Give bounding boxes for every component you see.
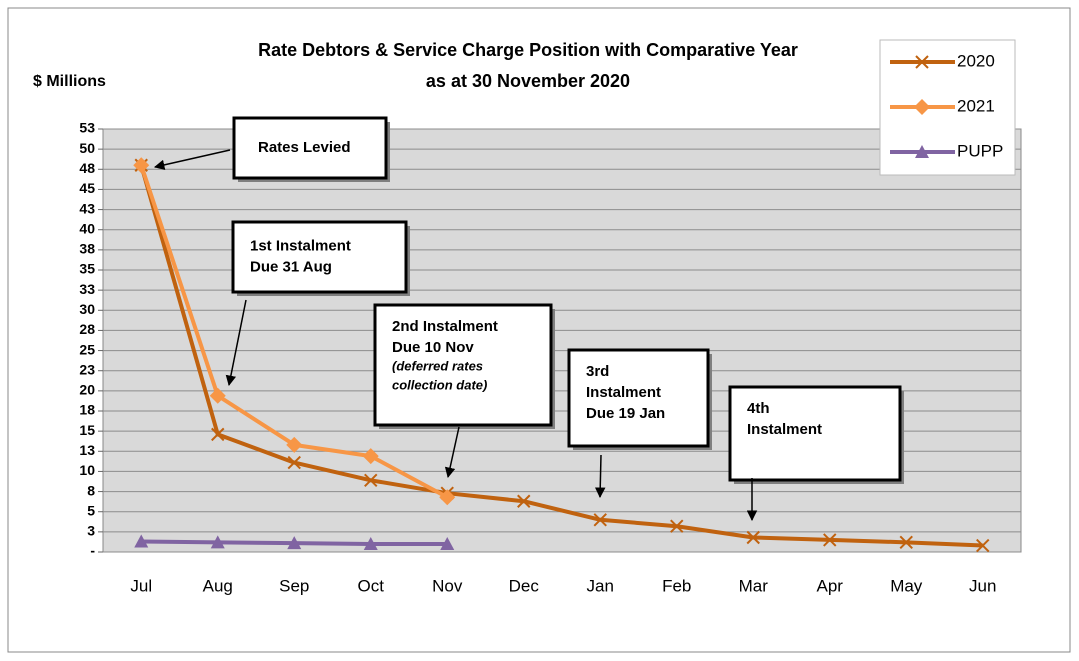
plot-area — [102, 128, 1022, 553]
legend-label: PUPP — [957, 141, 1003, 160]
y-tick-label: 43 — [79, 200, 95, 216]
annotation-arrow — [594, 454, 606, 499]
y-tick-label: 3 — [87, 523, 95, 539]
marker — [134, 534, 149, 548]
annotation-text: Instalment — [747, 421, 822, 438]
x-tick-label: Jan — [587, 576, 614, 595]
x-tick-label: Dec — [509, 576, 540, 595]
y-tick-label: 18 — [79, 402, 95, 418]
annotation-arrow — [444, 426, 460, 479]
marker — [593, 513, 607, 527]
marker — [211, 427, 225, 442]
marker — [364, 473, 378, 487]
annotation-text: Rates Levied — [258, 139, 351, 156]
annotation-arrow — [225, 299, 247, 387]
marker — [287, 536, 302, 550]
y-tick-label: 5 — [87, 502, 95, 518]
annotation-box — [373, 303, 553, 427]
marker — [746, 530, 760, 545]
x-tick-label: Mar — [739, 576, 769, 595]
y-tick-label: 40 — [79, 220, 95, 236]
y-tick-label: 53 — [79, 120, 95, 136]
annotation-arrow — [153, 149, 231, 171]
y-tick-label: 13 — [79, 442, 95, 458]
annotation-box — [567, 348, 710, 448]
marker — [823, 533, 837, 547]
y-tick-label: 45 — [79, 180, 95, 196]
chart-subtitle: as at 30 November 2020 — [426, 71, 630, 91]
legend-marker — [915, 55, 929, 69]
annotation-box — [728, 385, 902, 482]
marker — [363, 536, 378, 550]
marker — [439, 489, 456, 506]
y-tick-label: - — [90, 543, 95, 559]
annotation-note: (deferred rates — [392, 358, 483, 373]
x-tick-label: May — [890, 576, 923, 595]
y-tick-label: 48 — [79, 160, 95, 176]
y-axis-label: $ Millions — [33, 73, 106, 90]
annotation-text: 3rd — [586, 363, 609, 380]
y-tick-label: 8 — [87, 482, 95, 498]
annotation-box — [232, 116, 388, 180]
marker — [976, 538, 990, 553]
legend-marker — [915, 145, 929, 158]
marker — [133, 157, 150, 174]
legend-label: 2020 — [957, 51, 995, 70]
y-tick-label: 10 — [79, 462, 95, 478]
marker — [517, 494, 531, 508]
annotation-text: Due 10 Nov — [392, 339, 474, 356]
x-tick-label: Sep — [279, 576, 309, 595]
series-line — [139, 164, 983, 548]
annotation-text: 2nd Instalment — [392, 318, 498, 335]
x-tick-label: Aug — [203, 576, 233, 595]
x-tick-label: Jul — [130, 576, 152, 595]
legend-marker — [914, 99, 930, 115]
marker — [670, 519, 684, 533]
y-tick-label: 25 — [79, 341, 95, 357]
marker — [287, 455, 301, 470]
marker — [209, 387, 226, 404]
annotation-box — [231, 220, 408, 294]
y-tick-label: 20 — [79, 382, 95, 398]
legend-label: 2021 — [957, 96, 995, 115]
x-tick-label: Oct — [358, 576, 385, 595]
y-tick-label: 35 — [79, 261, 95, 277]
annotation-note: collection date) — [392, 377, 487, 392]
annotation-text: 1st Instalment — [250, 237, 351, 254]
marker — [362, 448, 379, 465]
annotation-text: Instalment — [586, 384, 661, 401]
marker — [899, 535, 913, 550]
annotation-text: Due 19 Jan — [586, 405, 665, 422]
marker — [210, 535, 225, 549]
y-tick-label: 38 — [79, 241, 95, 257]
x-tick-label: Nov — [432, 576, 463, 595]
y-tick-label: 30 — [79, 301, 95, 317]
annotation-text: 4th — [747, 400, 770, 417]
annotation-text: Due 31 Aug — [250, 258, 332, 275]
y-tick-label: 28 — [79, 321, 95, 337]
x-tick-label: Apr — [817, 576, 844, 595]
y-tick-label: 23 — [79, 361, 95, 377]
y-tick-label: 50 — [79, 140, 95, 156]
marker — [440, 536, 455, 550]
x-tick-label: Jun — [969, 576, 996, 595]
chart-title: Rate Debtors & Service Charge Position w… — [258, 40, 798, 60]
y-tick-label: 33 — [79, 281, 95, 297]
y-tick-label: 15 — [79, 422, 95, 438]
marker — [286, 436, 303, 453]
x-tick-label: Feb — [662, 576, 691, 595]
